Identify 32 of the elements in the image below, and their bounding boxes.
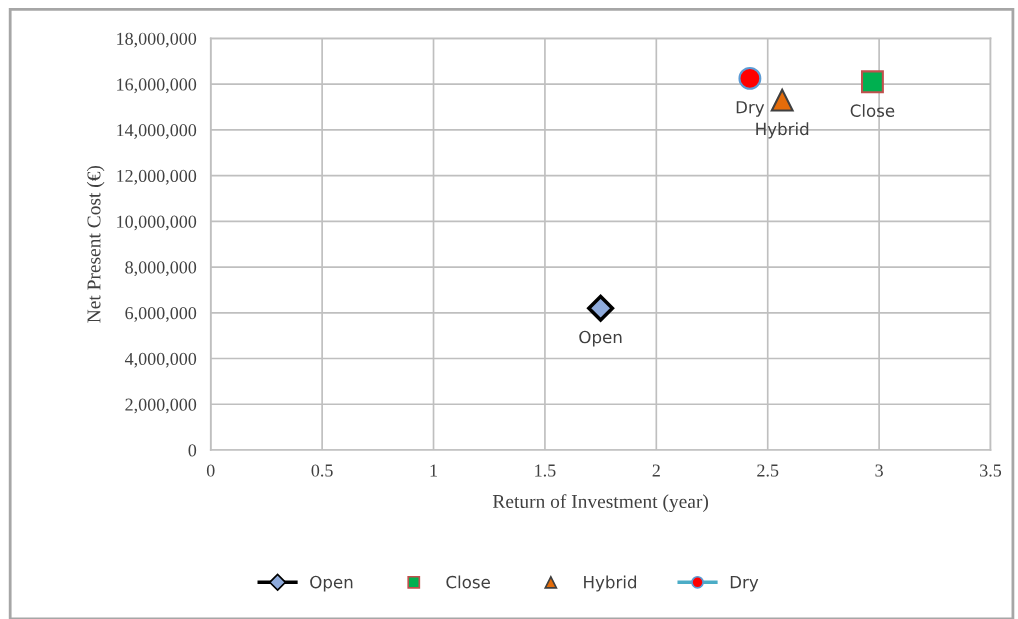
annotation: Open [579, 330, 622, 347]
x-tick-label: 0.5 [311, 464, 333, 477]
legend-label: Close [446, 575, 490, 589]
x-tick-label: 2.5 [757, 464, 779, 477]
point [587, 294, 615, 322]
y-tick-label: 10,000,000 [117, 215, 197, 231]
point [860, 70, 884, 94]
point [738, 66, 762, 90]
point [770, 88, 794, 112]
y-tick-label: 12,000,000 [117, 169, 197, 185]
x-axis-title: Return of Investment (year) [492, 494, 709, 513]
y-tick-label: 0 [188, 444, 197, 457]
y-tick-label: 18,000,000 [117, 32, 197, 48]
y-tick-label: 14,000,000 [117, 124, 197, 139]
x-tick-label: 1 [430, 464, 437, 477]
x-tick-label: 3.5 [980, 464, 1002, 477]
x-tick-label: 1.5 [535, 464, 556, 477]
x-tick-label: 2 [652, 464, 660, 477]
y-tick-label: 2,000,000 [125, 398, 197, 414]
x-tick-label: 3 [875, 464, 883, 477]
legend-label: Hybrid [584, 575, 637, 592]
legend-label: Open [310, 575, 353, 592]
y-tick-label: 6,000,000 [125, 307, 197, 322]
y-tick-label: 16,000,000 [117, 78, 197, 94]
annotation: Dry [736, 101, 765, 117]
y-axis-title: Net Present Cost (€) [86, 165, 105, 323]
legend-label: Dry [730, 576, 759, 592]
y-tick-label: 8,000,000 [125, 261, 197, 277]
annotation: Close [850, 104, 895, 117]
x-tick-label: 0 [206, 464, 215, 477]
annotation: Hybrid [756, 122, 809, 139]
y-tick-label: 4,000,000 [124, 352, 197, 368]
